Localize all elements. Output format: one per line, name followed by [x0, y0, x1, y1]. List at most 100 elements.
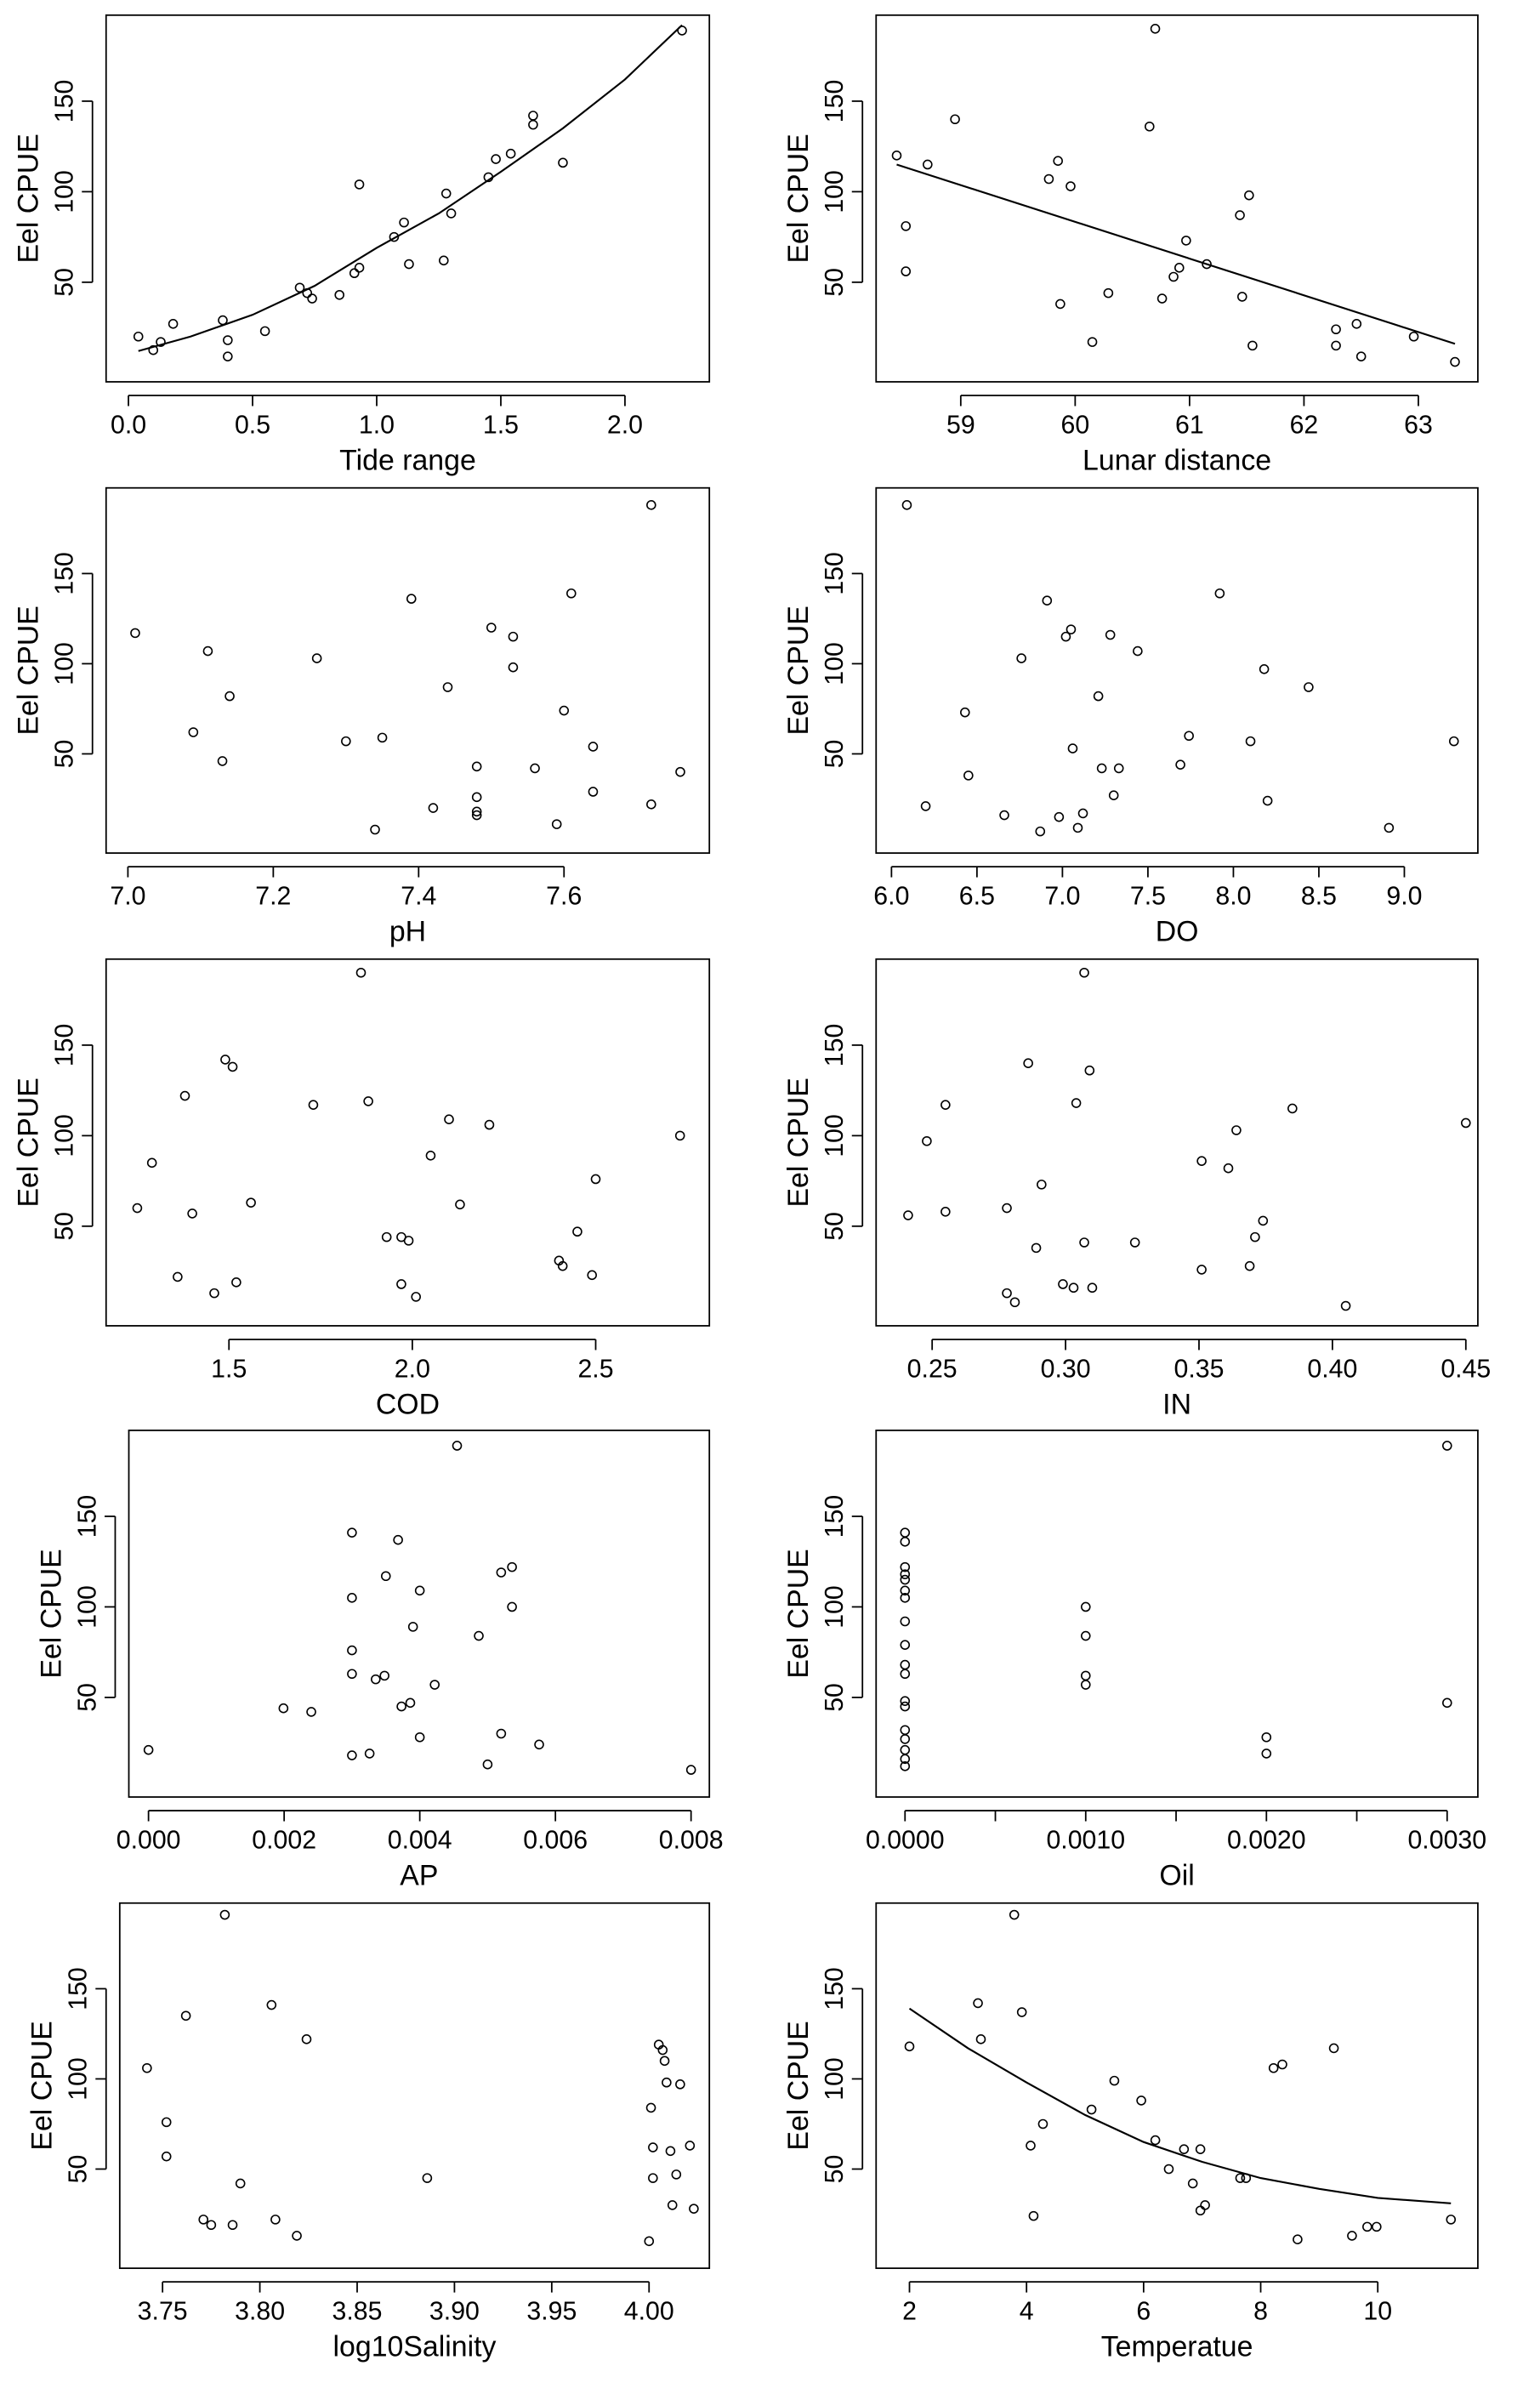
x-tick-label: 59 — [946, 412, 975, 440]
point — [1023, 1058, 1033, 1068]
x-tick-label: 4 — [1020, 2298, 1034, 2326]
point — [1446, 2215, 1457, 2225]
point — [347, 1593, 357, 1603]
point — [452, 1441, 463, 1451]
y-axis-label: Eel CPUE — [782, 1549, 815, 1678]
y-axis-label: Eel CPUE — [782, 1078, 815, 1207]
point — [168, 319, 179, 329]
point — [235, 2178, 246, 2189]
point — [389, 231, 400, 242]
x-tick-label: 3.75 — [138, 2298, 188, 2326]
y-tick-label: 150 — [51, 1024, 79, 1067]
point — [1002, 1203, 1012, 1214]
point — [354, 263, 365, 273]
point — [588, 787, 599, 797]
point — [1450, 356, 1460, 367]
point — [1071, 1098, 1082, 1108]
x-tick-label: 7.5 — [1130, 883, 1166, 911]
point — [1026, 2141, 1036, 2151]
point — [1223, 1163, 1234, 1174]
point — [486, 623, 497, 633]
point — [444, 1114, 454, 1125]
point — [1168, 271, 1179, 282]
point — [301, 2034, 312, 2044]
point — [1173, 263, 1185, 273]
x-tick-label: 2.0 — [607, 412, 643, 440]
point — [259, 326, 270, 337]
point — [1009, 1909, 1020, 1920]
point — [1304, 682, 1314, 692]
point — [1351, 319, 1362, 329]
point — [530, 763, 540, 774]
point — [406, 594, 417, 604]
y-tick-label: 150 — [65, 1967, 93, 2010]
point — [381, 1231, 392, 1242]
point — [1133, 645, 1143, 657]
y-tick-label: 50 — [73, 1683, 101, 1712]
point — [685, 2141, 696, 2151]
x-tick-label: 0.000 — [116, 1827, 181, 1855]
y-axis-label: Eel CPUE — [13, 606, 45, 735]
point — [446, 208, 457, 219]
point — [173, 1271, 183, 1282]
x-tick-label: 6.5 — [959, 883, 995, 911]
x-tick-label: 8.5 — [1301, 883, 1337, 911]
point — [1258, 1215, 1269, 1226]
point — [347, 1645, 357, 1656]
point — [566, 588, 577, 599]
point — [364, 1749, 375, 1759]
plot-frame — [875, 1429, 1479, 1798]
x-tick-label: 10 — [1363, 2298, 1392, 2326]
point — [657, 2044, 668, 2056]
point — [218, 315, 228, 326]
point — [219, 1909, 230, 1920]
point — [1156, 293, 1168, 304]
point — [143, 1744, 154, 1755]
point — [1244, 1260, 1255, 1271]
y-axis-label: Eel CPUE — [782, 134, 815, 263]
point — [662, 2077, 672, 2088]
x-tick-label: 9.0 — [1386, 883, 1422, 911]
point — [963, 771, 974, 781]
x-tick-label: 60 — [1061, 412, 1090, 440]
point — [1461, 1117, 1471, 1129]
point — [1277, 2059, 1287, 2070]
x-tick-label: 3.80 — [235, 2298, 285, 2326]
y-tick-label: 100 — [821, 1585, 849, 1629]
point — [1347, 2231, 1357, 2241]
point — [224, 691, 235, 702]
point — [179, 1090, 190, 1101]
point — [1187, 2178, 1198, 2189]
point — [648, 2142, 658, 2152]
point — [900, 1669, 911, 1680]
point — [206, 2220, 217, 2231]
point — [960, 707, 970, 718]
panel: 0.25 0.30 0.35 0.40 0.45 50 100 150 IN Eel CPUE — [782, 958, 1491, 1420]
point — [1028, 2210, 1039, 2221]
point — [1236, 292, 1247, 302]
point — [920, 801, 931, 811]
panel: 0.000 0.002 0.004 0.006 0.008 50 100 150 AP Eel C… — [35, 1429, 724, 1891]
point — [1054, 811, 1065, 822]
panel: 1.5 2.0 2.5 50 100 150 COD Eel CPUE — [13, 958, 711, 1420]
panel: 0.0 0.5 1.0 1.5 2.0 50 100 150 Tide range Eel CPU… — [13, 14, 711, 476]
plot-frame — [118, 1902, 711, 2270]
x-axis-label: DO — [1156, 915, 1199, 947]
y-tick-label: 150 — [821, 1967, 849, 2010]
point — [1079, 967, 1089, 978]
point — [1355, 351, 1367, 361]
x-tick-label: 0.5 — [235, 412, 270, 440]
point — [558, 157, 568, 168]
x-tick-label: 4.00 — [624, 2298, 674, 2326]
panel: 7.0 7.2 7.4 7.6 50 100 150 pH Eel CPUE — [13, 486, 711, 947]
x-tick-label: 1.5 — [483, 412, 519, 440]
trend-line — [908, 2007, 1452, 2204]
x-axis-label: IN — [1162, 1388, 1191, 1420]
point — [1179, 2144, 1190, 2154]
point — [1068, 1282, 1079, 1294]
point — [220, 1055, 230, 1065]
point — [278, 1703, 289, 1714]
point — [355, 967, 367, 978]
point — [1077, 808, 1088, 819]
